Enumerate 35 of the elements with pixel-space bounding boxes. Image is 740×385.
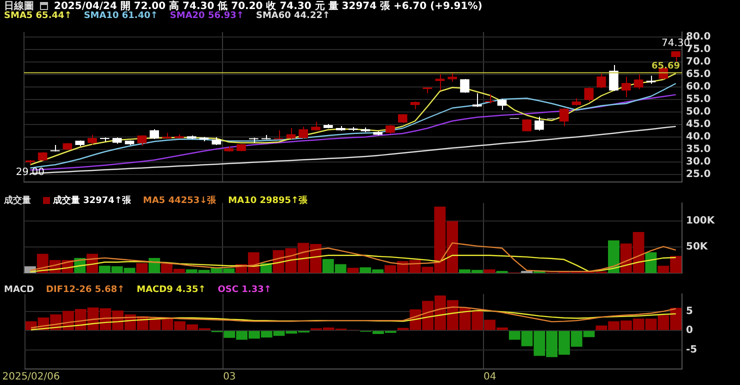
y-tick-label: 25.0 [686, 169, 711, 180]
y-tick-label: 55.0 [686, 94, 711, 106]
text: MACD9 4.35↑ [136, 285, 206, 295]
y-tick-label: 35.0 [686, 144, 711, 156]
y-tick-label: 60.0 [686, 82, 711, 93]
y-tick-label: 45.0 [686, 119, 711, 130]
text: DIF12-26 5.68↑ [46, 285, 125, 295]
y-tick-label: 75.0 [686, 44, 711, 56]
y-tick-label: 50K [686, 242, 709, 253]
annotation: OSC 1.33↑ [218, 285, 272, 295]
text: SMA60 44.22↑ [256, 11, 330, 21]
text: MA5 44253↓張 [143, 194, 216, 207]
chart-title: 成交量 [4, 194, 31, 207]
chart-title: 日線圖 [4, 0, 34, 12]
x-tick-label: 04 [483, 372, 496, 383]
y-tick-label: 65.0 [686, 69, 711, 80]
y-tick-label: -5 [686, 344, 698, 356]
y-tick-label: 5 [686, 306, 693, 317]
text: SMA5 65.44↑ [4, 11, 72, 21]
legend-label: 成交量 32974↑張 [53, 194, 131, 207]
text: SMA20 56.93↑ [170, 11, 244, 21]
text: MA10 29895↑張 [228, 194, 308, 207]
chart-title: MACD [4, 285, 34, 295]
ref-line-label: 65.69 [652, 62, 680, 72]
chart-subtitle: 2025/04/24 開 72.00 高 74.30 低 70.20 收 74.30 元 量 32974 張 +6.70 (+9.91%) [54, 0, 482, 12]
y-tick-label: 0 [686, 325, 693, 336]
y-tick-label: 100K [686, 216, 716, 227]
y-tick-label: 30.0 [686, 156, 711, 168]
x-tick-label: 03 [223, 372, 236, 383]
y-tick-label: 70.0 [686, 56, 711, 68]
text: SMA10 61.40↑ [84, 11, 158, 21]
x-tick-label: 2025/02/06 [2, 372, 60, 383]
annotation: 29.00 [16, 167, 45, 178]
y-tick-label: 50.0 [686, 106, 711, 118]
y-tick-label: 40.0 [686, 132, 711, 143]
